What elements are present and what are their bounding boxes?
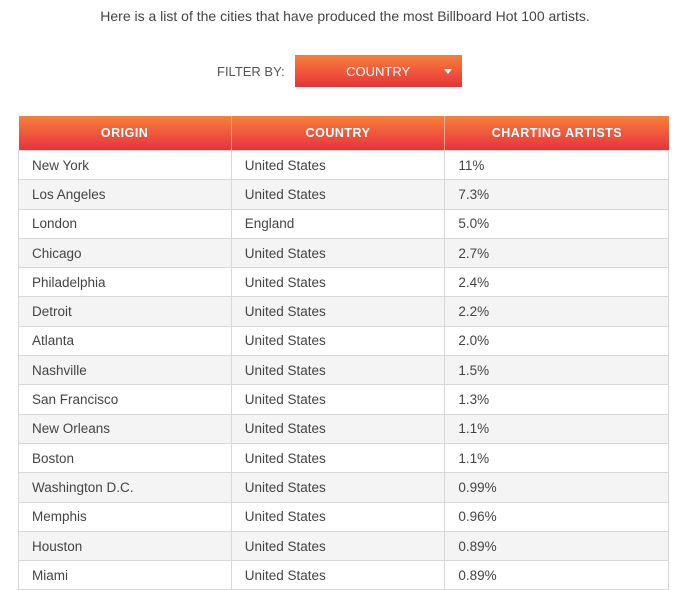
caret-down-icon	[443, 69, 452, 74]
charting-artists-cell: 2.2%	[444, 296, 669, 327]
origin-cell: Atlanta	[18, 325, 232, 357]
table-row: Houston United States 0.89%	[18, 530, 669, 562]
table-row: Los Angeles United States 7.3%	[18, 179, 669, 210]
country-cell: United States	[230, 149, 446, 181]
charting-artists-cell: 1.1%	[444, 442, 669, 474]
origin-cell: New Orleans	[18, 413, 232, 444]
country-cell: United States	[230, 267, 446, 298]
filter-selected-value: COUNTRY	[346, 63, 411, 79]
country-cell: United States	[230, 179, 446, 210]
charting-artists-cell: 2.0%	[444, 325, 669, 357]
charting-artists-cell: 2.7%	[444, 237, 669, 269]
table-row: Memphis United States 0.96%	[18, 501, 669, 532]
charting-artists-cell: 0.96%	[444, 501, 669, 532]
charting-artists-cell: 2.4%	[444, 267, 669, 298]
origin-cell: Washington D.C.	[18, 472, 232, 503]
charting-artists-cell: 0.99%	[444, 472, 669, 503]
intro-text: Here is a list of the cities that have p…	[100, 8, 590, 24]
charting-artists-cell: 1.5%	[444, 355, 669, 386]
table-row: New Orleans United States 1.1%	[18, 413, 669, 444]
origin-cell: San Francisco	[18, 384, 232, 415]
table-row: Miami United States 0.89%	[18, 560, 669, 590]
table-row: Atlanta United States 2.0%	[18, 325, 669, 357]
table-row: Boston United States 1.1%	[18, 442, 669, 474]
header-country[interactable]: COUNTRY	[230, 116, 445, 151]
origin-cell: Philadelphia	[18, 267, 232, 298]
country-cell: United States	[230, 237, 446, 269]
table-row: Washington D.C. United States 0.99%	[18, 472, 669, 503]
country-cell: United States	[230, 384, 446, 415]
origin-cell: Houston	[18, 530, 232, 562]
origin-cell: Los Angeles	[18, 179, 232, 210]
table-row: Nashville United States 1.5%	[18, 355, 669, 386]
header-origin[interactable]: ORIGIN	[18, 116, 232, 151]
origin-cell: Boston	[18, 442, 232, 474]
charting-artists-cell: 1.3%	[444, 384, 669, 415]
origin-cell: Nashville	[18, 355, 232, 386]
country-cell: United States	[230, 501, 446, 532]
header-charting-artists[interactable]: CHARTING ARTISTS	[444, 116, 669, 151]
table-row: Chicago United States 2.7%	[18, 237, 669, 269]
country-cell: United States	[230, 472, 446, 503]
table-row: New York United States 11%	[18, 149, 669, 181]
table-row: Detroit United States 2.2%	[18, 296, 669, 327]
charting-artists-cell: 5.0%	[444, 208, 669, 239]
country-filter-select[interactable]: COUNTRY	[294, 55, 462, 87]
country-cell: United States	[230, 296, 446, 327]
charting-artists-cell: 11%	[444, 149, 669, 181]
country-cell: United States	[230, 560, 446, 590]
charting-artists-cell: 0.89%	[444, 560, 669, 590]
country-cell: United States	[230, 442, 446, 474]
table-header-row: ORIGIN COUNTRY CHARTING ARTISTS	[18, 116, 669, 151]
origin-cell: Chicago	[18, 237, 232, 269]
origin-cell: Detroit	[18, 296, 232, 327]
country-cell: England	[230, 208, 446, 239]
charting-artists-cell: 7.3%	[444, 179, 669, 210]
origin-cell: New York	[18, 149, 232, 181]
charting-artists-cell: 0.89%	[444, 530, 669, 562]
filter-bar: FILTER BY: COUNTRY	[217, 55, 462, 87]
origin-cell: Miami	[18, 560, 232, 590]
country-cell: United States	[230, 325, 446, 357]
country-cell: United States	[230, 530, 446, 562]
origin-cell: London	[18, 208, 232, 239]
table-row: San Francisco United States 1.3%	[18, 384, 669, 415]
cities-table: ORIGIN COUNTRY CHARTING ARTISTS New York…	[18, 116, 669, 590]
filter-label: FILTER BY:	[217, 63, 285, 79]
country-cell: United States	[230, 355, 446, 386]
table-row: London England 5.0%	[18, 208, 669, 239]
country-cell: United States	[230, 413, 446, 444]
table-row: Philadelphia United States 2.4%	[18, 267, 669, 298]
charting-artists-cell: 1.1%	[444, 413, 669, 444]
origin-cell: Memphis	[18, 501, 232, 532]
